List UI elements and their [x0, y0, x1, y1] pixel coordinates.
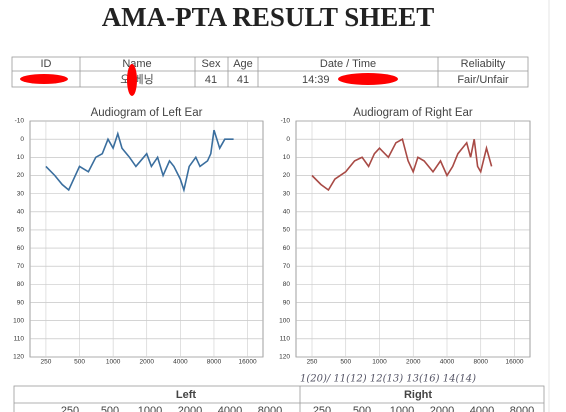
- y-tick-label: 120: [13, 354, 24, 361]
- y-tick-label: 0: [20, 136, 24, 143]
- y-tick-label: 120: [279, 354, 290, 361]
- y-tick-label: 40: [17, 208, 25, 215]
- frequency-label: 4000: [218, 405, 242, 412]
- x-tick-label: 16000: [505, 359, 523, 366]
- header-cell: Name: [122, 58, 151, 70]
- y-tick-label: 20: [17, 172, 25, 179]
- chart-title: Audiogram of Left Ear: [91, 107, 203, 119]
- y-tick-label: 70: [17, 263, 25, 270]
- y-tick-label: 90: [283, 299, 291, 306]
- frequency-label: 250: [313, 405, 331, 412]
- x-tick-label: 8000: [474, 359, 489, 366]
- y-tick-label: 60: [283, 245, 291, 252]
- y-tick-label: -10: [281, 118, 291, 125]
- time-cell: 14:39: [302, 74, 330, 86]
- x-tick-label: 8000: [207, 359, 222, 366]
- y-tick-label: 60: [17, 245, 25, 252]
- x-tick-label: 1000: [106, 359, 121, 366]
- table-border: [11, 56, 529, 88]
- redaction: [20, 74, 68, 84]
- table-header: Left: [176, 389, 197, 401]
- header-cell: Reliabilty: [461, 58, 506, 70]
- x-tick-label: 500: [74, 359, 85, 366]
- header-cell: Date / Time: [320, 58, 376, 70]
- x-tick-label: 500: [340, 359, 351, 366]
- y-tick-label: 70: [283, 263, 291, 270]
- y-tick-label: 50: [17, 227, 25, 234]
- sheet-title: AMA-PTA RESULT SHEET: [102, 2, 435, 32]
- header-cell: Sex: [202, 58, 221, 70]
- header-cell: Age: [233, 58, 253, 70]
- y-tick-label: 90: [17, 299, 25, 306]
- redaction: [338, 73, 398, 85]
- y-tick-label: 10: [17, 154, 25, 161]
- table-header: Right: [404, 389, 432, 401]
- x-tick-label: 2000: [140, 359, 155, 366]
- info-table: [11, 56, 529, 88]
- x-tick-label: 4000: [440, 359, 455, 366]
- frequency-label: 2000: [178, 405, 202, 412]
- frequency-label: 500: [101, 405, 119, 412]
- age-cell: 41: [237, 74, 249, 86]
- name-cell: 오 베닝: [120, 73, 153, 86]
- x-tick-label: 250: [307, 359, 318, 366]
- frequency-label: 500: [353, 405, 371, 412]
- y-tick-label: 10: [283, 154, 291, 161]
- frequency-label: 250: [61, 405, 79, 412]
- frequency-label: 4000: [470, 405, 494, 412]
- x-tick-label: 250: [40, 359, 51, 366]
- results-table: [13, 385, 545, 412]
- y-tick-label: 80: [17, 281, 25, 288]
- y-tick-label: 40: [283, 208, 291, 215]
- x-tick-label: 16000: [239, 359, 257, 366]
- y-tick-label: 100: [13, 317, 24, 324]
- y-tick-label: 30: [283, 190, 291, 197]
- reliability-cell: Fair/Unfair: [457, 74, 509, 86]
- frequency-label: 8000: [510, 405, 534, 412]
- y-tick-label: 20: [283, 172, 291, 179]
- y-tick-label: 100: [279, 317, 290, 324]
- y-tick-label: 0: [286, 136, 290, 143]
- handwritten-note: 1(20)/ 11(12) 12(13) 13(16) 14(14): [300, 374, 476, 385]
- frequency-label: 1000: [138, 405, 162, 412]
- y-tick-label: -10: [15, 118, 25, 125]
- sex-cell: 41: [205, 74, 217, 86]
- x-tick-label: 4000: [173, 359, 188, 366]
- x-tick-label: 1000: [372, 359, 387, 366]
- x-tick-label: 2000: [406, 359, 421, 366]
- y-tick-label: 110: [14, 336, 25, 343]
- y-tick-label: 110: [280, 336, 291, 343]
- table-border: [13, 385, 545, 412]
- frequency-label: 8000: [258, 405, 282, 412]
- frequency-label: 1000: [390, 405, 414, 412]
- hearing-line: [311, 138, 493, 192]
- y-tick-label: 30: [17, 190, 25, 197]
- hearing-line: [45, 129, 234, 193]
- header-cell: ID: [41, 58, 52, 70]
- y-tick-label: 50: [283, 227, 291, 234]
- y-tick-label: 80: [283, 281, 291, 288]
- redaction: [127, 64, 137, 96]
- chart-title: Audiogram of Right Ear: [353, 107, 473, 119]
- frequency-label: 2000: [430, 405, 454, 412]
